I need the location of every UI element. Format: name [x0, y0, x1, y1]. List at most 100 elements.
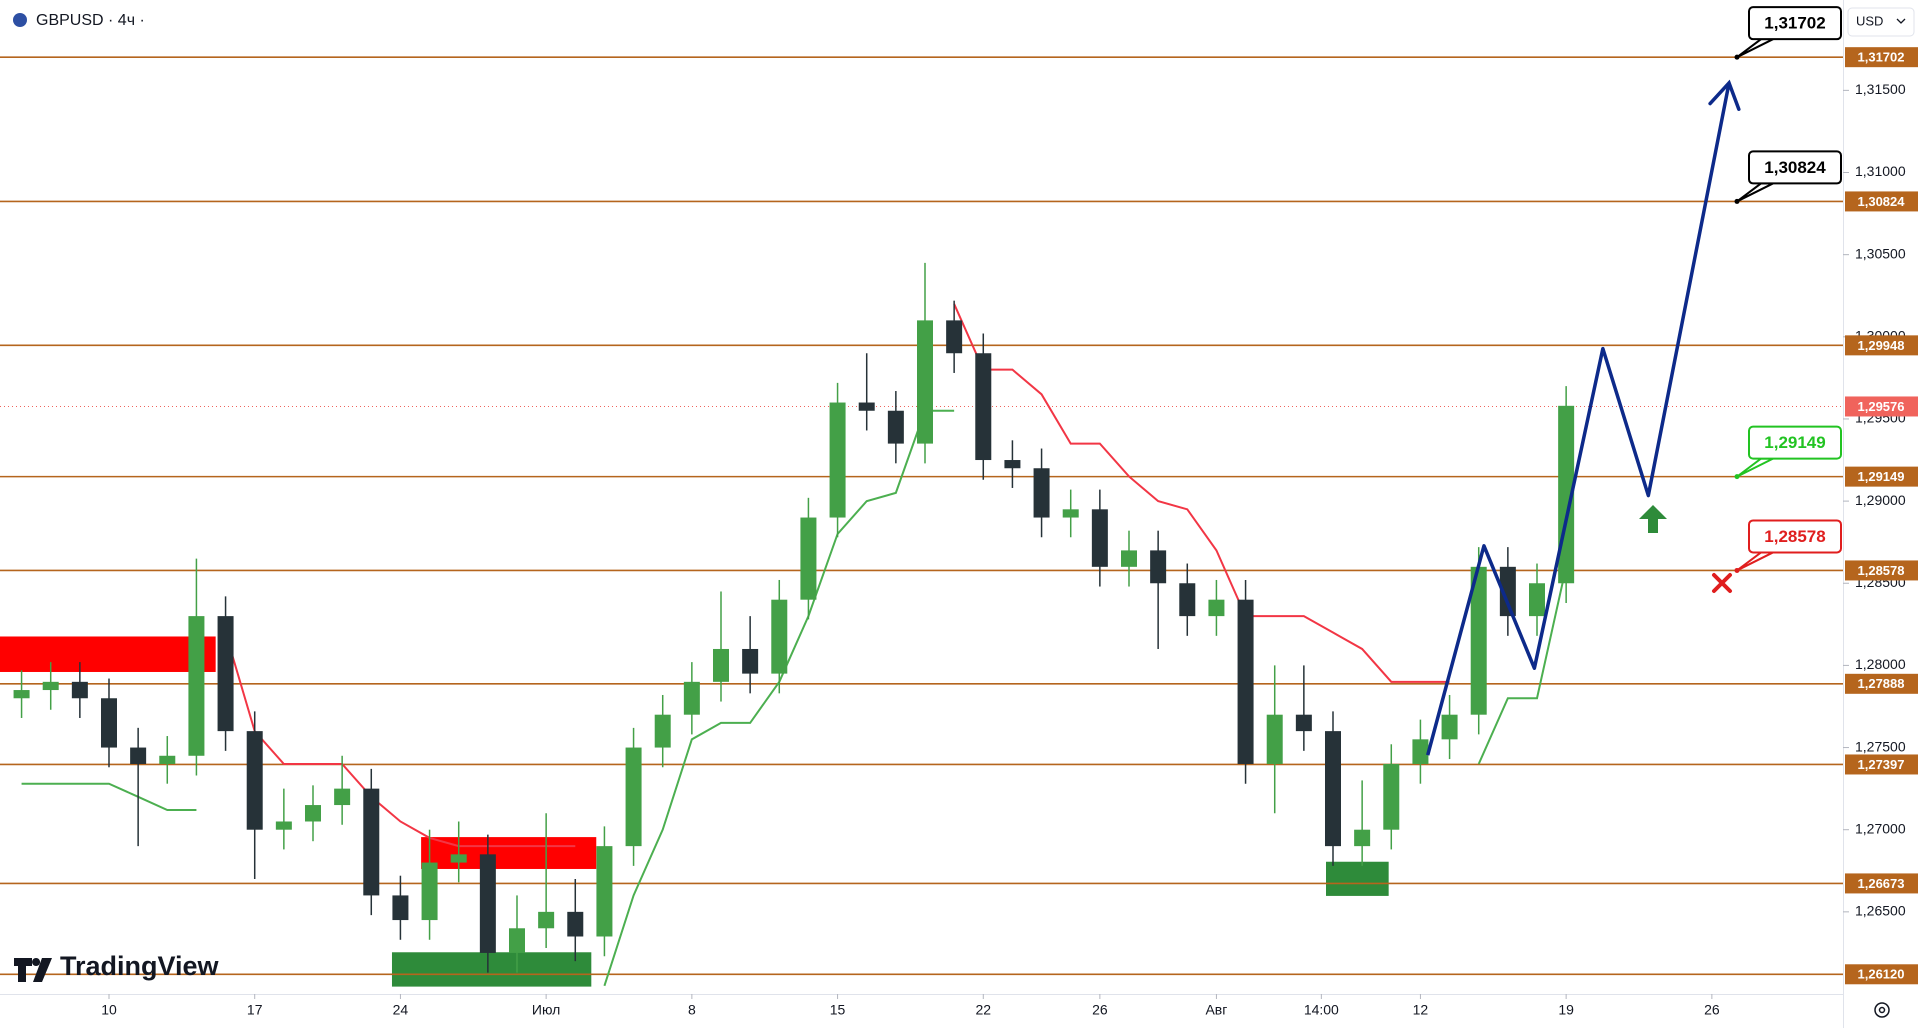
callout-box — [1748, 519, 1842, 554]
candle-body — [1150, 550, 1167, 584]
currency-caret — [1896, 18, 1906, 24]
last-price-label: 1,29576 — [1858, 399, 1905, 414]
x-tick-label: 8 — [688, 1002, 696, 1018]
zone — [391, 952, 592, 987]
candle-body — [1208, 599, 1225, 617]
callout-label: 1,31702 — [1764, 14, 1825, 33]
candles-layer — [13, 262, 1575, 973]
level-label: 1,31702 — [1858, 50, 1905, 65]
currency-button[interactable] — [1847, 7, 1915, 37]
candle-body — [1383, 763, 1400, 830]
x-tick-label: 14:00 — [1304, 1002, 1339, 1018]
candle-body — [1237, 599, 1254, 764]
candle-body — [1179, 583, 1196, 617]
candle-body — [712, 648, 729, 682]
level-label-box — [1845, 335, 1918, 356]
candle-body — [1470, 566, 1487, 715]
y-tick-label: 1,31000 — [1855, 163, 1906, 179]
x-tick-label: 26 — [1704, 1002, 1720, 1018]
x-tick-label: 24 — [393, 1002, 409, 1018]
y-tick-label: 1,27000 — [1855, 820, 1906, 836]
trend-down-line — [224, 303, 1450, 848]
y-tick-label: 1,27500 — [1855, 738, 1906, 754]
candle-body — [625, 747, 642, 847]
stop-icon — [1712, 573, 1732, 593]
candle-body — [829, 402, 846, 518]
candle-body — [858, 402, 875, 411]
candle-body — [450, 854, 467, 863]
candle-body — [567, 911, 584, 937]
level-label-box — [1845, 560, 1918, 581]
settings-icon-core — [1878, 1006, 1886, 1014]
level-label-box — [1845, 673, 1918, 694]
zones-layer — [0, 636, 1389, 987]
level-label: 1,29948 — [1858, 338, 1905, 353]
x-tick-label: 15 — [830, 1002, 846, 1018]
candle-body — [304, 805, 321, 822]
candle-body — [1004, 460, 1021, 469]
forecast-arrowhead — [1708, 79, 1741, 111]
candle-body — [683, 681, 700, 715]
x-tick-label: Авг — [1205, 1002, 1227, 1018]
candle-body — [916, 320, 933, 444]
candle-body — [1295, 714, 1312, 732]
settings-button[interactable] — [1874, 1002, 1890, 1018]
x-tick-label: Июл — [532, 1002, 560, 1018]
candle-body — [1499, 566, 1516, 617]
candle-body — [508, 928, 525, 953]
x-tick-label: 22 — [975, 1002, 991, 1018]
candle-body — [654, 714, 671, 748]
candle-body — [479, 854, 496, 953]
candle-body — [1062, 509, 1079, 518]
logo: TradingView — [14, 951, 220, 982]
candle-body — [159, 755, 176, 764]
candle-body — [1120, 550, 1137, 567]
x-tick-label: 17 — [247, 1002, 263, 1018]
candle-body — [975, 353, 992, 461]
settings-icon[interactable] — [1874, 1002, 1890, 1018]
level-label: 1,29149 — [1858, 469, 1905, 484]
last-price-box — [1845, 396, 1918, 417]
candle-body — [887, 410, 904, 444]
candle-body — [1266, 714, 1283, 764]
y-tick-label: 1,31500 — [1855, 81, 1906, 97]
candle-body — [800, 517, 817, 600]
logo-text: TradingView — [60, 951, 220, 981]
symbol-title: GBPUSD · 4ч · — [36, 12, 145, 29]
zone — [421, 837, 597, 869]
level-label: 1,26120 — [1858, 967, 1905, 982]
level-label-box — [1845, 964, 1918, 985]
candle-body — [1354, 829, 1371, 847]
y-tick-label: 1,28000 — [1855, 656, 1906, 672]
candle-body — [100, 698, 117, 748]
candle-body — [596, 846, 613, 937]
level-label-box — [1845, 466, 1918, 487]
candle-body — [946, 320, 963, 354]
level-label-box — [1845, 754, 1918, 775]
candle-body — [246, 731, 263, 830]
x-tick-label: 19 — [1558, 1002, 1574, 1018]
level-label-box — [1845, 191, 1918, 212]
candle-body — [1441, 714, 1458, 740]
candle-body — [1412, 739, 1429, 764]
x-tick-label: 12 — [1413, 1002, 1429, 1018]
candle-body — [1324, 731, 1341, 847]
candle-body — [13, 690, 30, 699]
candle-body — [1091, 509, 1108, 567]
currency-label[interactable]: USD — [1856, 13, 1883, 28]
candle-body — [130, 747, 147, 764]
candle-body — [334, 788, 351, 806]
candle-body — [771, 599, 788, 674]
level-label: 1,30824 — [1858, 194, 1906, 209]
level-label-box — [1845, 47, 1918, 68]
candle-body — [421, 862, 438, 921]
candle-body — [71, 681, 88, 699]
zone — [1326, 861, 1389, 896]
buy-arrow-icon — [1639, 505, 1667, 533]
symbol-flag — [13, 13, 27, 27]
axis-layer: 1,315001,310001,305001,300001,295001,290… — [101, 47, 1918, 1018]
candle-body — [538, 911, 555, 929]
callouts-layer: 1,31702 1,30824 1,29149 1,28578 — [1734, 6, 1842, 573]
callout-label: 1,28578 — [1764, 527, 1825, 546]
